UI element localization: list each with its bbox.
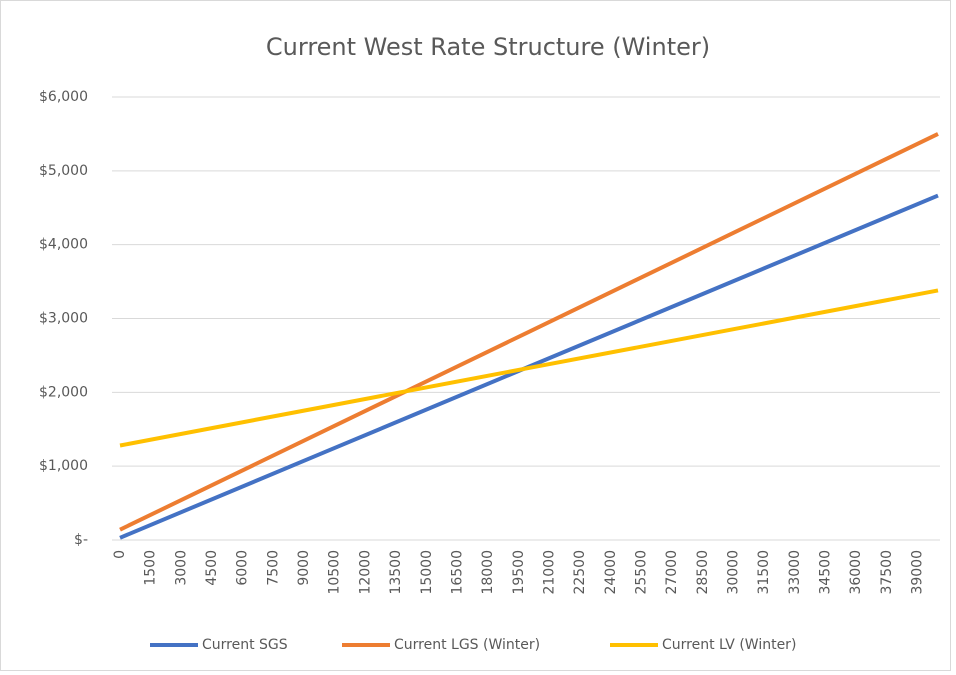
x-tick-label: 22500 <box>572 550 588 595</box>
chart-title: Current West Rate Structure (Winter) <box>266 33 710 61</box>
x-tick-label: 21000 <box>541 550 557 595</box>
x-tick-label: 9000 <box>296 550 312 586</box>
x-tick-label: 33000 <box>787 550 803 595</box>
legend-label: Current LGS (Winter) <box>394 637 540 653</box>
x-tick-label: 27000 <box>664 550 680 595</box>
x-tick-label: 24000 <box>603 550 619 595</box>
x-tick-label: 18000 <box>480 550 496 595</box>
series-line <box>119 288 939 448</box>
y-tick-label: $5,000 <box>39 163 88 179</box>
x-tick-label: 3000 <box>173 550 189 586</box>
x-tick-label: 34500 <box>818 550 834 595</box>
x-tick-label: 4500 <box>204 550 220 586</box>
y-tick-label: $2,000 <box>39 384 88 400</box>
x-tick-label: 10500 <box>327 550 343 595</box>
x-tick-label: 28500 <box>695 550 711 595</box>
x-tick-label: 15000 <box>419 550 435 595</box>
x-tick-label: 39000 <box>910 550 926 595</box>
x-tick-label: 30000 <box>726 550 742 595</box>
y-tick-label: $- <box>74 532 88 548</box>
x-tick-label: 1500 <box>143 550 159 586</box>
y-tick-label: $1,000 <box>39 458 88 474</box>
legend-label: Current SGS <box>202 637 288 653</box>
x-tick-label: 25500 <box>633 550 649 595</box>
x-tick-label: 37500 <box>879 550 895 595</box>
x-tick-label: 12000 <box>357 550 373 595</box>
x-tick-label: 16500 <box>449 550 465 595</box>
y-tick-label: $3,000 <box>39 311 88 327</box>
x-tick-label: 13500 <box>388 550 404 595</box>
series-line <box>119 132 939 532</box>
x-tick-label: 19500 <box>511 550 527 595</box>
x-tick-label: 31500 <box>756 550 772 595</box>
x-tick-label: 6000 <box>235 550 251 586</box>
x-tick-label: 36000 <box>848 550 864 595</box>
y-tick-label: $4,000 <box>39 237 88 253</box>
x-tick-label: 7500 <box>265 550 281 586</box>
legend-label: Current LV (Winter) <box>662 637 796 653</box>
x-tick-label: 0 <box>112 550 128 559</box>
y-tick-label: $6,000 <box>39 89 88 105</box>
